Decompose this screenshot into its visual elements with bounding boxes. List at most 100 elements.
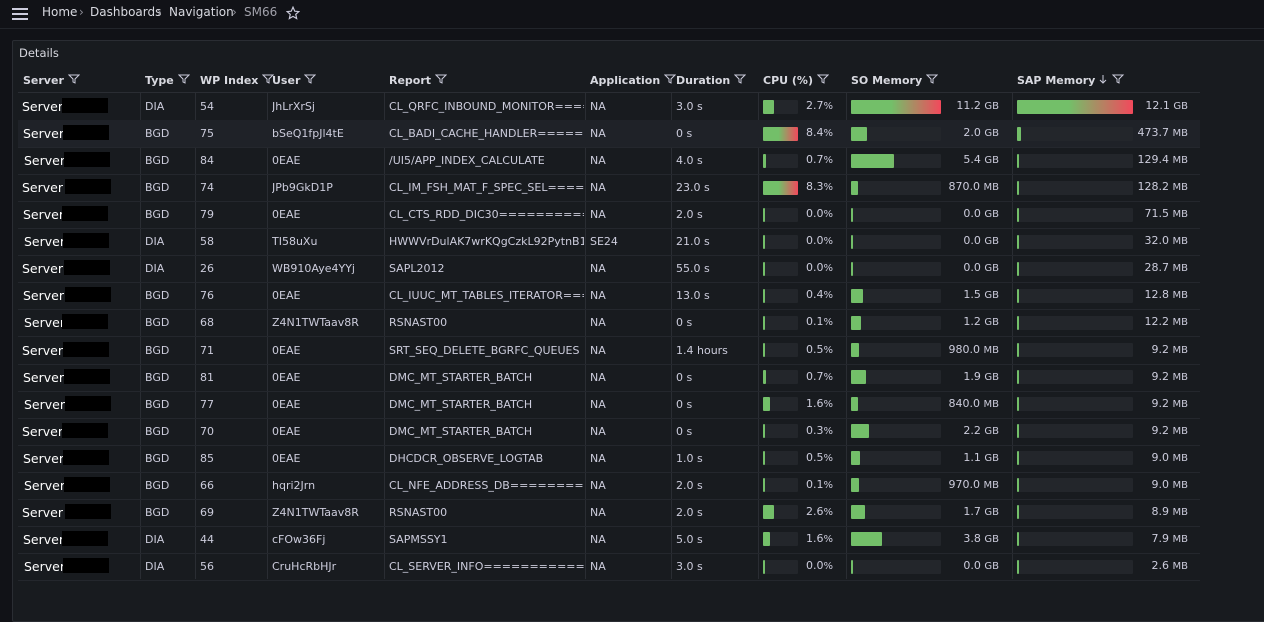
gauge-value: 9.2 MB — [1152, 343, 1189, 356]
value-number: 11.2 — [956, 99, 981, 112]
gauge-value: 129.4 MB — [1138, 153, 1189, 166]
value-unit: MB — [1172, 452, 1189, 464]
column-header[interactable]: SO Memory — [851, 74, 939, 88]
gauge-value: 2.2 GB — [963, 424, 999, 437]
gauge-track — [851, 261, 941, 276]
gauge-track — [763, 315, 798, 330]
filter-icon[interactable] — [1099, 74, 1125, 84]
column-header[interactable]: SAP Memory — [1017, 74, 1125, 88]
value-unit: GB — [984, 263, 999, 275]
gauge-track — [763, 424, 798, 439]
server-name: Server 1 — [22, 261, 75, 277]
value-unit: % — [823, 452, 833, 464]
table-cell: 2.0 s — [676, 505, 703, 519]
menu-button[interactable] — [12, 7, 29, 21]
value-number: 0.1 — [805, 315, 824, 329]
gauge-value: 8.3% — [806, 180, 833, 193]
gauge-track — [851, 315, 941, 330]
column-header[interactable]: Duration — [676, 74, 747, 88]
value-number: 0.3 — [805, 423, 824, 437]
gauge-value: 1.9 GB — [963, 370, 999, 383]
gauge-value: 0.1% — [806, 315, 833, 328]
table-cell: BGD — [145, 451, 170, 465]
value-number: 2.6 — [1151, 559, 1170, 573]
table-cell: 54 — [200, 100, 214, 113]
gauge-track — [763, 207, 798, 222]
value-unit: % — [823, 425, 833, 437]
filter-icon[interactable] — [304, 74, 317, 84]
breadcrumb[interactable]: Dashboards — [90, 5, 162, 19]
value-unit: % — [823, 128, 833, 140]
table-row — [18, 391, 1200, 419]
breadcrumb[interactable]: Home — [42, 5, 78, 19]
star-button[interactable] — [286, 6, 300, 20]
filter-icon[interactable] — [177, 74, 190, 84]
table-cell: CL_IUUC_MT_TABLES_ITERATOR==== — [389, 289, 584, 303]
column-header[interactable]: Type — [145, 74, 190, 88]
value-number: 9.2 — [1151, 342, 1170, 356]
table-cell: 0 s — [676, 397, 693, 411]
gauge-bar — [1017, 207, 1019, 222]
table-cell: 44 — [200, 532, 214, 546]
gauge-bar — [763, 451, 766, 466]
value-number: 0.0 — [805, 559, 824, 573]
value-number: 473.7 — [1137, 126, 1170, 140]
gauge-value: 0.5% — [806, 451, 833, 464]
filter-icon[interactable] — [262, 74, 275, 84]
column-header[interactable]: User — [272, 74, 317, 88]
table-cell: NA — [590, 560, 606, 574]
filter-icon[interactable] — [816, 74, 830, 84]
filter-icon[interactable] — [925, 74, 939, 84]
value-number: 0.0 — [805, 207, 824, 221]
gauge-value: 1.6% — [806, 532, 833, 545]
gauge-value: 12.8 MB — [1145, 288, 1189, 301]
table-cell: CL_BADI_CACHE_HANDLER======== — [389, 127, 584, 141]
value-unit: GB — [984, 290, 999, 302]
filter-icon[interactable] — [663, 74, 677, 84]
gauge-track — [1017, 370, 1133, 385]
value-unit: % — [823, 101, 833, 112]
value-unit: MB — [983, 398, 1000, 410]
header-text: Duration — [676, 74, 731, 87]
filter-icon[interactable] — [434, 74, 448, 84]
table-cell: 0 s — [676, 316, 693, 330]
gauge-value: 0.1% — [806, 478, 833, 491]
value-number: 28.7 — [1144, 261, 1170, 275]
value-number: 8.4 — [805, 126, 824, 140]
value-number: 71.5 — [1144, 207, 1170, 221]
server-name: Server 1 — [23, 126, 76, 142]
table-cell: DIA — [145, 532, 165, 546]
table-cell: NA — [590, 343, 606, 357]
table-cell: 75 — [200, 127, 214, 141]
gauge-bar — [763, 153, 766, 168]
filter-icon[interactable] — [734, 74, 747, 84]
gauge-value: 5.4 GB — [963, 153, 999, 166]
table-cell: RSNAST00 — [389, 505, 448, 519]
value-number: 0.0 — [805, 261, 824, 275]
column-header[interactable]: Application — [590, 74, 677, 88]
gauge-track — [851, 370, 941, 385]
column-header[interactable]: CPU (%) — [763, 74, 830, 88]
column-header[interactable]: Server — [23, 74, 81, 88]
table-cell: 68 — [200, 316, 214, 330]
column-header[interactable]: Report — [389, 74, 448, 88]
table-cell: DMC_MT_STARTER_BATCH — [389, 424, 533, 438]
redaction — [64, 152, 110, 168]
gauge-track — [1017, 180, 1133, 195]
value-unit: MB — [1172, 561, 1189, 573]
gauge-bar — [763, 532, 770, 547]
table-cell: JPb9GkD1P — [272, 181, 333, 195]
table-cell: 0EAE — [272, 208, 301, 222]
table-cell: NA — [590, 154, 606, 168]
gauge-value: 32.0 MB — [1145, 234, 1189, 247]
column-header[interactable]: WP Index — [200, 74, 275, 88]
breadcrumb[interactable]: Navigation — [169, 5, 234, 19]
table-cell: DIA — [145, 560, 165, 574]
gauge-value: 870.0 MB — [949, 180, 1000, 193]
table-cell: 26 — [200, 262, 214, 276]
header-text: Type — [145, 74, 174, 87]
table-cell: NA — [590, 478, 606, 492]
value-number: 840.0 — [948, 396, 981, 410]
filter-icon[interactable] — [67, 74, 81, 84]
gauge-bar — [1017, 370, 1019, 385]
